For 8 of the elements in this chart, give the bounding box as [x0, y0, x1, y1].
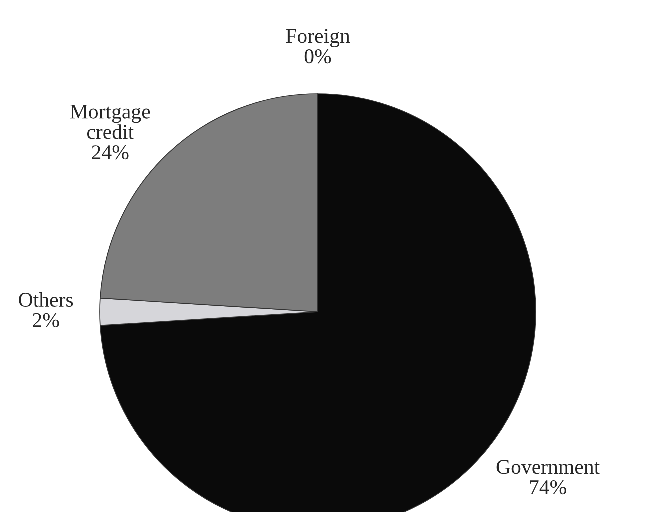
data-label: 2%: [33, 313, 60, 328]
data-label: 24%: [92, 146, 129, 160]
category-label: Foreign: [286, 29, 350, 48]
slice-label: Mortgage credit: [70, 104, 150, 140]
slice-label: Others: [19, 292, 74, 308]
text: 0%: [304, 50, 332, 64]
slice-label: Government: [496, 460, 600, 474]
data-label: 74%: [530, 480, 566, 495]
